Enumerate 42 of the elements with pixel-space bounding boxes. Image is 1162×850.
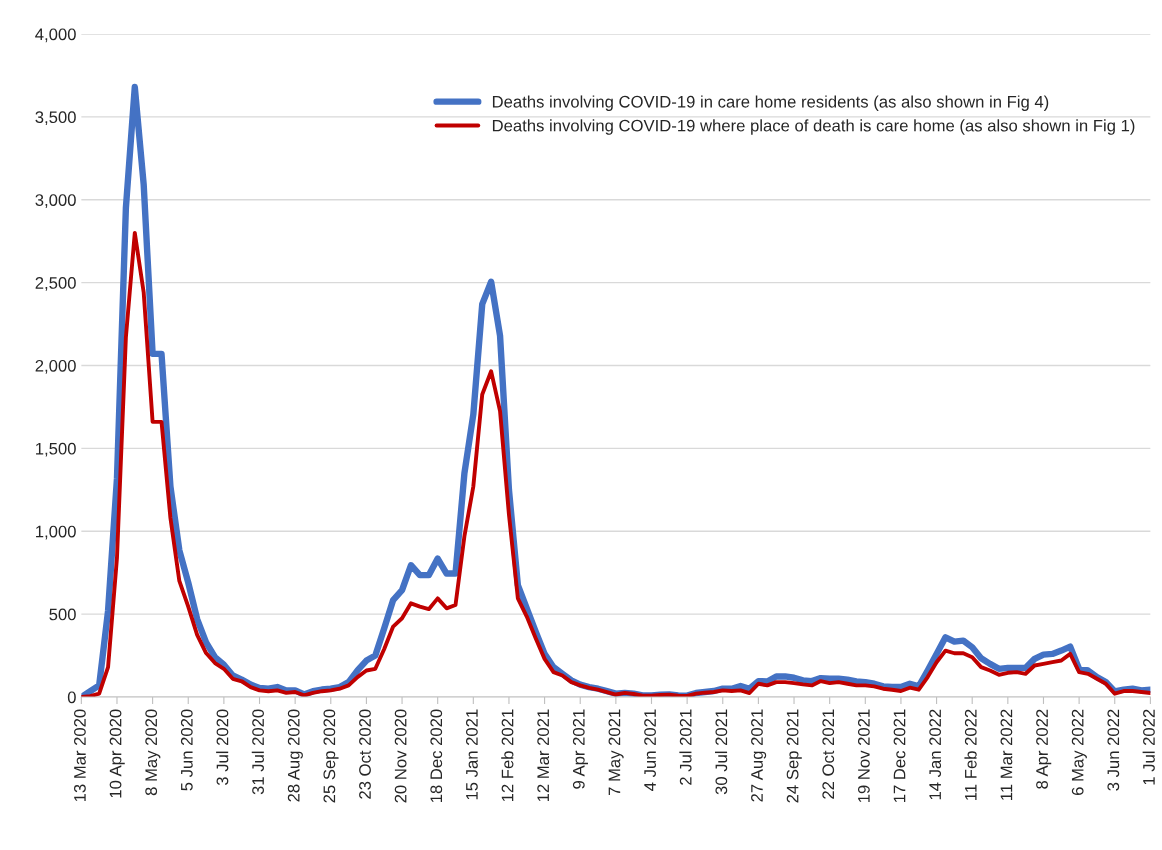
x-tick-label: 11 Mar 2022 <box>1000 709 1013 800</box>
y-tick-label: 3,500 <box>35 111 76 126</box>
x-tick-label: 9 Apr 2021 <box>572 709 588 789</box>
x-tick-label: 27 Aug 2021 <box>751 709 767 802</box>
x-tick-label: 4 Jun 2021 <box>644 709 656 791</box>
x-tick-label: 28 Aug 2020 <box>287 709 303 802</box>
x-tick-label: 5 Jun 2020 <box>180 709 193 791</box>
legend-label: Deaths involving COVID-19 where place of death is care home (as also shown in Fig 1) <box>492 119 1135 135</box>
x-tick-label: 22 Oct 2021 <box>822 709 835 799</box>
y-tick-label: 0 <box>67 691 76 704</box>
x-tick-label: 12 Feb 2021 <box>501 709 514 802</box>
y-tick-label: 500 <box>49 608 76 621</box>
x-tick-label: 7 May 2021 <box>608 709 624 796</box>
y-tick-label: 1,500 <box>36 442 76 457</box>
x-tick-label: 20 Nov 2020 <box>394 709 407 803</box>
x-tick-label: 10 Apr 2020 <box>109 709 125 798</box>
y-tick-label: 2,500 <box>35 277 76 291</box>
x-tick-label: 15 Jan 2021 <box>465 709 478 800</box>
x-tick-label: 31 Jul 2020 <box>251 709 264 795</box>
x-tick-label: 19 Nov 2021 <box>857 709 870 803</box>
y-tick-label: 1,000 <box>36 525 76 540</box>
x-tick-label: 3 Jun 2022 <box>1107 709 1120 791</box>
x-tick-label: 8 May 2020 <box>145 709 161 796</box>
x-tick-label: 23 Oct 2020 <box>359 709 371 799</box>
x-tick-label: 14 Jan 2022 <box>929 709 942 800</box>
x-tick-label: 24 Sep 2021 <box>786 709 802 803</box>
x-tick-label: 17 Dec 2021 <box>893 709 906 803</box>
y-tick-label: 4,000 <box>35 28 76 43</box>
y-tick-label: 2,000 <box>35 359 76 374</box>
x-tick-label: 1 Jul 2022 <box>1142 709 1155 785</box>
legend-label: Deaths involving COVID-19 in care home residents (as also shown in Fig 4) <box>492 95 1049 111</box>
x-tick-label: 2 Jul 2021 <box>679 709 692 785</box>
x-tick-label: 12 Mar 2021 <box>537 709 550 802</box>
x-tick-label: 8 Apr 2022 <box>1036 709 1052 789</box>
x-tick-label: 25 Sep 2020 <box>323 709 339 803</box>
x-tick-label: 30 Jul 2021 <box>715 709 728 795</box>
x-tick-label: 18 Dec 2020 <box>430 709 443 803</box>
x-tick-label: 3 Jul 2020 <box>216 709 229 786</box>
x-tick-label: 11 Feb 2022 <box>964 709 977 800</box>
x-tick-label: 6 May 2022 <box>1071 709 1087 796</box>
x-tick-label: 13 Mar 2020 <box>74 709 86 802</box>
y-tick-label: 3,000 <box>35 194 76 208</box>
